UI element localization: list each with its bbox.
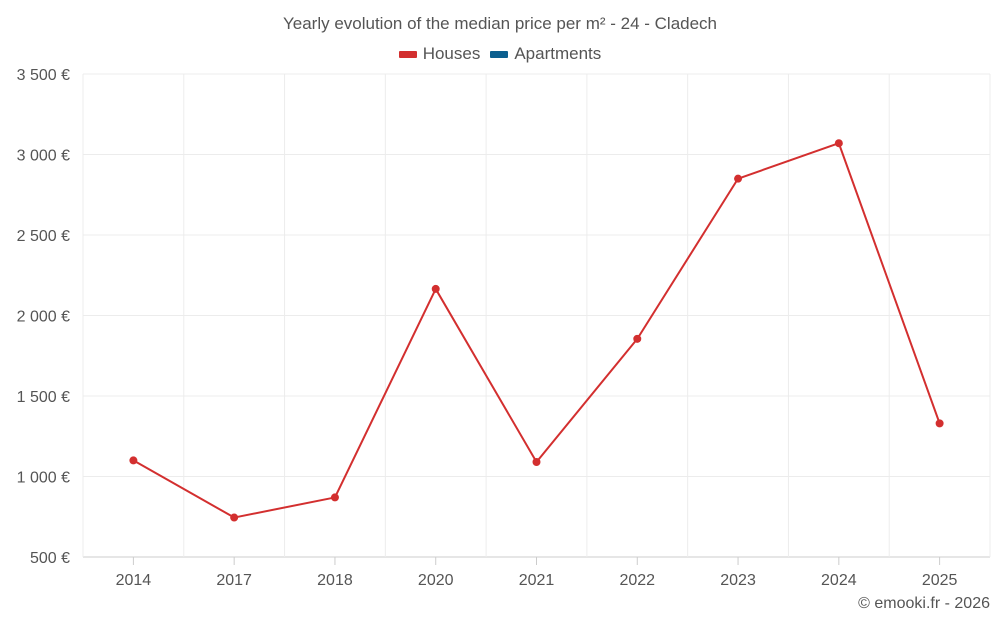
x-tick-label: 2021 — [519, 572, 555, 589]
legend: Houses Apartments — [0, 44, 1000, 64]
x-tick-label: 2025 — [922, 572, 958, 589]
x-tick-label: 2020 — [418, 572, 454, 589]
x-tick-label: 2022 — [619, 572, 655, 589]
x-tick-label: 2014 — [116, 572, 152, 589]
legend-item-apartments[interactable]: Apartments — [490, 44, 601, 64]
data-point-houses — [330, 493, 339, 502]
copyright-credit: © emooki.fr - 2026 — [858, 595, 990, 612]
data-point-houses — [834, 139, 843, 148]
data-point-houses — [431, 284, 440, 293]
legend-label-apartments: Apartments — [514, 44, 602, 63]
data-point-houses — [129, 456, 138, 465]
y-tick-label: 500 € — [30, 550, 70, 567]
y-tick-label: 3 000 € — [17, 148, 70, 165]
x-tick-label: 2024 — [821, 572, 857, 589]
data-point-houses — [633, 334, 642, 343]
data-point-houses — [935, 419, 944, 428]
data-point-houses — [230, 513, 239, 522]
x-tick-label: 2018 — [317, 572, 353, 589]
legend-swatch-apartments — [490, 50, 509, 58]
legend-swatch-houses — [398, 50, 417, 58]
data-point-houses — [532, 458, 541, 467]
x-tick-label: 2023 — [720, 572, 756, 589]
chart-title: Yearly evolution of the median price per… — [282, 14, 718, 33]
y-tick-label: 3 500 € — [17, 67, 70, 84]
legend-label-houses: Houses — [422, 44, 481, 63]
data-point-houses — [734, 174, 743, 183]
y-tick-label: 1 000 € — [17, 470, 70, 487]
y-tick-label: 2 500 € — [17, 228, 70, 245]
x-tick-label: 2017 — [216, 572, 252, 589]
legend-item-houses[interactable]: Houses — [398, 44, 481, 64]
y-tick-label: 1 500 € — [17, 389, 70, 406]
y-tick-label: 2 000 € — [17, 309, 70, 326]
